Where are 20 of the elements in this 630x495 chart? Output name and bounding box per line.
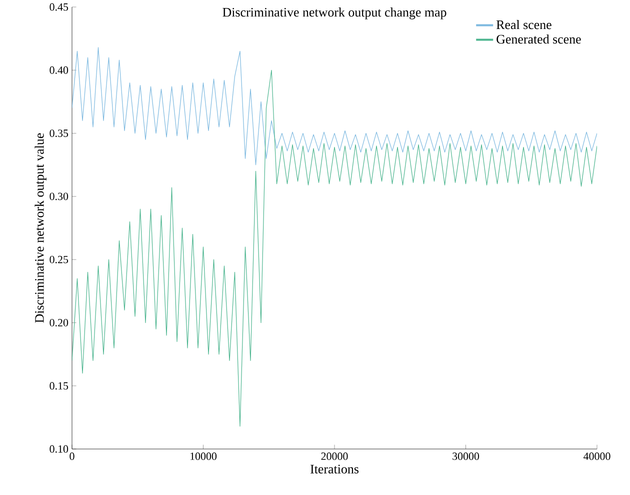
legend-label: Real scene bbox=[496, 20, 552, 30]
y-tick-label: 0.30 bbox=[50, 192, 68, 200]
y-tick-label: 0.40 bbox=[50, 66, 68, 74]
y-tick-label: 0.35 bbox=[50, 130, 68, 138]
y-tick-label: 0.25 bbox=[50, 256, 68, 264]
y-tick-label: 0.15 bbox=[50, 382, 68, 390]
x-tick-label: 20000 bbox=[321, 452, 348, 460]
x-tick-label: 10000 bbox=[190, 452, 217, 460]
y-tick-label: 0.20 bbox=[50, 319, 68, 326]
x-tick-label: 30000 bbox=[452, 452, 480, 460]
chart-title: Discriminative network output change map bbox=[222, 8, 446, 20]
x-axis-title: Iterations bbox=[310, 464, 359, 474]
y-tick-label: 0.45 bbox=[50, 3, 68, 11]
legend-label: Generated scene bbox=[496, 34, 581, 44]
y-tick-label: 0.10 bbox=[50, 445, 68, 453]
line-series bbox=[72, 70, 598, 427]
x-tick-label: 40000 bbox=[584, 452, 610, 460]
y-axis-title: Discriminative network output value bbox=[34, 133, 46, 323]
x-tick-label: 0 bbox=[70, 452, 74, 460]
line-series bbox=[72, 47, 598, 166]
